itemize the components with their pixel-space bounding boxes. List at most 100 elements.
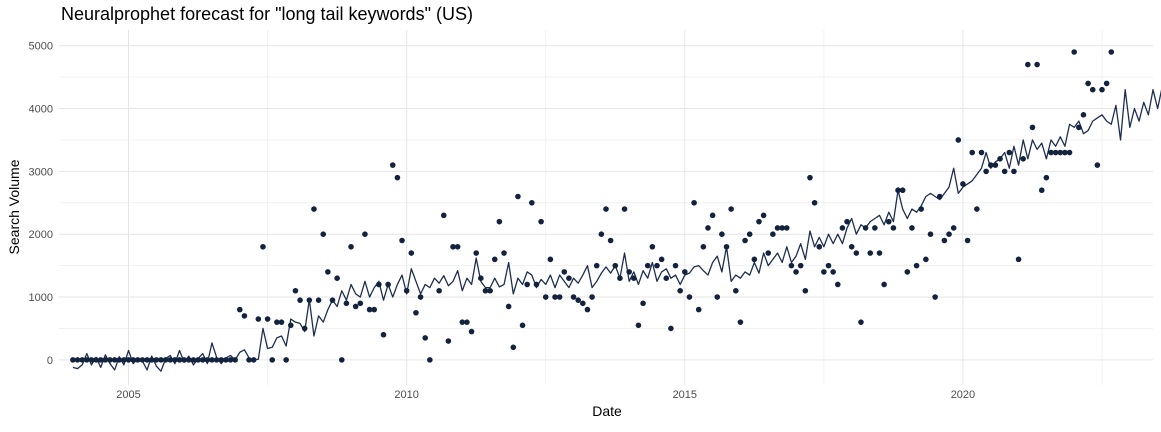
data-point xyxy=(774,225,781,231)
data-point xyxy=(505,303,512,310)
data-point xyxy=(376,281,382,288)
data-point xyxy=(246,357,252,363)
data-point xyxy=(167,357,174,363)
observed-points-layer xyxy=(70,49,1115,363)
data-point xyxy=(524,281,530,288)
data-point xyxy=(283,357,289,363)
data-point xyxy=(927,231,934,237)
data-point xyxy=(853,250,860,256)
data-point xyxy=(862,225,869,231)
data-point xyxy=(478,275,484,281)
data-point xyxy=(635,322,642,329)
data-point xyxy=(807,174,813,181)
data-point xyxy=(876,250,883,256)
data-point xyxy=(1020,156,1026,162)
data-point xyxy=(371,306,378,313)
data-point xyxy=(260,243,266,250)
y-axis-ticks: 0 1000 2000 3000 4000 5000 xyxy=(29,41,53,367)
data-point xyxy=(1089,86,1096,93)
data-point xyxy=(241,313,248,319)
data-point xyxy=(135,357,141,363)
data-point xyxy=(858,319,864,325)
data-point xyxy=(227,357,234,363)
data-point xyxy=(1057,149,1064,156)
data-point xyxy=(1094,162,1101,168)
data-point xyxy=(918,206,925,212)
data-point xyxy=(162,357,169,363)
x-tick-label: 2010 xyxy=(394,389,418,401)
y-axis-title: Search Volume xyxy=(6,159,22,254)
data-point xyxy=(793,269,799,275)
data-point xyxy=(723,243,730,250)
data-point xyxy=(70,357,76,363)
data-point xyxy=(783,225,790,231)
data-point xyxy=(153,357,160,363)
data-point xyxy=(895,187,901,194)
data-point xyxy=(1029,124,1036,131)
data-point xyxy=(1034,61,1040,68)
data-point xyxy=(139,357,146,363)
data-point xyxy=(130,357,136,363)
data-point xyxy=(811,199,818,206)
data-point xyxy=(719,231,725,237)
data-point xyxy=(278,319,285,325)
data-point xyxy=(1038,187,1045,194)
data-point xyxy=(751,256,758,263)
data-point xyxy=(232,357,238,363)
data-point xyxy=(658,256,665,263)
data-point xyxy=(1076,124,1082,131)
data-point xyxy=(561,269,568,275)
data-point xyxy=(204,357,211,363)
data-point xyxy=(195,357,201,363)
data-point xyxy=(445,338,452,344)
data-point xyxy=(640,300,646,307)
data-point xyxy=(821,269,827,275)
data-point xyxy=(366,306,373,313)
data-point xyxy=(1080,112,1087,118)
data-point xyxy=(626,269,632,275)
data-point xyxy=(533,281,540,288)
data-point xyxy=(654,262,660,269)
data-point xyxy=(969,149,976,156)
data-point xyxy=(88,357,95,363)
data-point xyxy=(297,297,303,303)
data-point xyxy=(515,193,521,200)
data-point xyxy=(417,294,424,300)
data-point xyxy=(593,262,600,269)
data-point xyxy=(960,181,966,187)
data-point xyxy=(389,162,396,168)
data-point xyxy=(111,357,118,363)
data-point xyxy=(121,357,127,363)
data-point xyxy=(566,275,572,281)
data-point xyxy=(1099,86,1105,93)
data-point xyxy=(1025,61,1031,68)
chart-title: Neuralprophet forecast for "long tail ke… xyxy=(61,4,473,24)
data-point xyxy=(686,294,693,300)
data-point xyxy=(936,193,943,200)
data-point xyxy=(250,357,257,363)
data-point xyxy=(436,287,442,294)
data-point xyxy=(468,328,475,335)
data-point xyxy=(617,275,623,281)
data-point xyxy=(176,357,183,363)
data-point xyxy=(362,231,368,237)
data-point xyxy=(584,306,591,313)
data-point xyxy=(839,225,846,231)
data-point xyxy=(218,357,225,363)
data-point xyxy=(913,262,920,269)
data-point xyxy=(649,243,656,250)
data-point xyxy=(348,243,354,250)
x-axis-title: Date xyxy=(592,403,622,419)
data-point xyxy=(909,225,915,231)
data-point xyxy=(394,174,401,181)
y-tick-label: 3000 xyxy=(29,166,53,178)
data-point xyxy=(714,294,721,300)
data-point xyxy=(255,316,262,322)
data-point xyxy=(357,300,364,307)
data-point xyxy=(74,357,81,363)
data-point xyxy=(580,300,586,307)
data-point xyxy=(547,256,554,263)
data-point xyxy=(292,287,299,294)
data-point xyxy=(408,250,415,256)
data-point xyxy=(352,303,359,310)
